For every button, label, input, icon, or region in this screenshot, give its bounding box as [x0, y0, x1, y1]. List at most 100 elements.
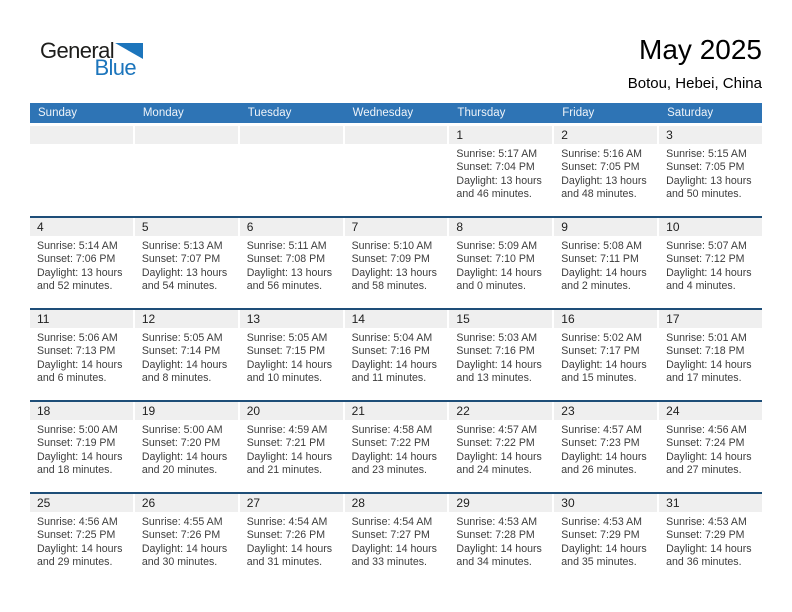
- sunset-text: Sunset: 7:16 PM: [456, 345, 535, 358]
- daylight-text-line2: and 15 minutes.: [561, 372, 637, 385]
- sunrise-text: Sunrise: 4:54 AM: [246, 516, 328, 528]
- sunset-text: Sunset: 7:29 PM: [561, 529, 640, 542]
- daylight-text-line1: Daylight: 14 hours: [561, 266, 647, 279]
- sunrise-text: Sunrise: 5:03 AM: [456, 332, 538, 344]
- sunset-text: Sunset: 7:09 PM: [351, 253, 430, 266]
- daylight-text-line2: and 35 minutes.: [561, 556, 637, 569]
- day-cell-30: 30 Sunrise: 4:53 AM Sunset: 7:29 PM Dayligh…: [554, 494, 658, 584]
- daylight-text-line1: Daylight: 14 hours: [246, 358, 333, 371]
- daylight-text-line2: and 10 minutes.: [246, 372, 323, 385]
- day-details: Sunrise: 4:58 AM Sunset: 7:22 PM Daylight:…: [345, 420, 448, 478]
- day-details: Sunrise: 4:56 AM Sunset: 7:25 PM Daylight:…: [30, 512, 133, 570]
- week-row: 11 Sunrise: 5:06 AM Sunset: 7:13 PM Dayligh…: [30, 308, 762, 400]
- sunset-text: Sunset: 7:05 PM: [561, 161, 640, 174]
- day-details: Sunrise: 4:59 AM Sunset: 7:21 PM Daylight:…: [240, 420, 343, 478]
- day-cell-8: 8 Sunrise: 5:09 AM Sunset: 7:10 PM Daylight…: [449, 218, 553, 308]
- day-header-tuesday: Tuesday: [247, 107, 292, 119]
- daylight-text-line1: Daylight: 14 hours: [141, 542, 228, 555]
- day-number: 8: [449, 218, 553, 236]
- daylight-text-line1: Daylight: 14 hours: [561, 450, 647, 463]
- daylight-text-line1: Daylight: 13 hours: [37, 266, 123, 279]
- week-row: 18 Sunrise: 5:00 AM Sunset: 7:19 PM Dayligh…: [30, 400, 762, 492]
- sunrise-text: Sunrise: 4:57 AM: [561, 424, 642, 436]
- day-details: Sunrise: 4:53 AM Sunset: 7:29 PM Daylight:…: [659, 512, 762, 570]
- day-details: Sunrise: 5:10 AM Sunset: 7:09 PM Daylight:…: [345, 236, 448, 294]
- daylight-text-line2: and 23 minutes.: [351, 464, 427, 477]
- calendar: Sunday Monday Tuesday Wednesday Thursday Frid…: [30, 103, 762, 584]
- sunrise-text: Sunrise: 5:09 AM: [456, 240, 538, 252]
- day-header-sunday: Sunday: [38, 107, 78, 119]
- daylight-text-line2: and 50 minutes.: [666, 188, 742, 201]
- daylight-text-line1: Daylight: 14 hours: [141, 450, 228, 463]
- sunrise-text: Sunrise: 5:05 AM: [141, 332, 223, 344]
- day-number: 5: [134, 218, 238, 236]
- daylight-text-line1: Daylight: 13 hours: [456, 174, 542, 187]
- day-details: Sunrise: 4:54 AM Sunset: 7:26 PM Daylight:…: [240, 512, 343, 570]
- day-header-friday: Friday: [562, 107, 595, 119]
- day-cell-1: 1 Sunrise: 5:17 AM Sunset: 7:04 PM Daylight…: [449, 126, 553, 216]
- calendar-weeks: 1 Sunrise: 5:17 AM Sunset: 7:04 PM Daylight…: [30, 126, 762, 584]
- sunrise-text: Sunrise: 4:54 AM: [351, 516, 433, 528]
- day-cell-28: 28 Sunrise: 4:54 AM Sunset: 7:27 PM Dayligh…: [344, 494, 448, 584]
- day-details: [345, 144, 448, 148]
- sunrise-text: Sunrise: 4:53 AM: [456, 516, 538, 528]
- day-cell-15: 15 Sunrise: 5:03 AM Sunset: 7:16 PM Dayligh…: [449, 310, 553, 400]
- daylight-text-line2: and 18 minutes.: [37, 464, 113, 477]
- daylight-text-line1: Daylight: 14 hours: [37, 542, 123, 555]
- daylight-text-line1: Daylight: 14 hours: [351, 542, 437, 555]
- day-cell-27: 27 Sunrise: 4:54 AM Sunset: 7:26 PM Dayligh…: [239, 494, 343, 584]
- daylight-text-line1: Daylight: 13 hours: [561, 174, 647, 187]
- sunset-text: Sunset: 7:13 PM: [37, 345, 116, 358]
- day-number: 6: [239, 218, 343, 236]
- day-details: Sunrise: 5:05 AM Sunset: 7:14 PM Daylight:…: [135, 328, 238, 386]
- logo-text-general: General: [40, 38, 115, 63]
- sunrise-text: Sunrise: 4:53 AM: [666, 516, 747, 528]
- day-cell-24: 24 Sunrise: 4:56 AM Sunset: 7:24 PM Dayligh…: [659, 402, 762, 492]
- day-number: 15: [449, 310, 553, 328]
- daylight-text-line2: and 13 minutes.: [456, 372, 532, 385]
- page-location: Botou, Hebei, China: [627, 75, 762, 92]
- daylight-text-line1: Daylight: 14 hours: [561, 542, 647, 555]
- day-details: Sunrise: 4:55 AM Sunset: 7:26 PM Daylight:…: [135, 512, 238, 570]
- sunrise-text: Sunrise: 5:02 AM: [561, 332, 642, 344]
- sunset-text: Sunset: 7:17 PM: [561, 345, 640, 358]
- daylight-text-line1: Daylight: 13 hours: [666, 174, 752, 187]
- sunset-text: Sunset: 7:28 PM: [456, 529, 535, 542]
- daylight-text-line2: and 52 minutes.: [37, 280, 113, 293]
- day-cell-5: 5 Sunrise: 5:13 AM Sunset: 7:07 PM Daylight…: [134, 218, 238, 308]
- daylight-text-line2: and 20 minutes.: [141, 464, 218, 477]
- empty-day-cell: [30, 126, 133, 216]
- day-cell-13: 13 Sunrise: 5:05 AM Sunset: 7:15 PM Dayligh…: [239, 310, 343, 400]
- day-details: Sunrise: 5:13 AM Sunset: 7:07 PM Daylight:…: [135, 236, 238, 294]
- daylight-text-line2: and 6 minutes.: [37, 372, 107, 385]
- empty-day-cell: [344, 126, 448, 216]
- daylight-text-line1: Daylight: 14 hours: [666, 266, 752, 279]
- sunset-text: Sunset: 7:10 PM: [456, 253, 535, 266]
- sunset-text: Sunset: 7:14 PM: [141, 345, 221, 358]
- sunset-text: Sunset: 7:19 PM: [37, 437, 116, 450]
- day-header-wednesday: Wednesday: [352, 107, 414, 119]
- day-number: [30, 126, 133, 144]
- sunset-text: Sunset: 7:08 PM: [246, 253, 326, 266]
- daylight-text-line1: Daylight: 14 hours: [666, 542, 752, 555]
- daylight-text-line1: Daylight: 14 hours: [456, 358, 542, 371]
- day-details: Sunrise: 5:11 AM Sunset: 7:08 PM Daylight:…: [240, 236, 343, 294]
- empty-day-cell: [134, 126, 238, 216]
- title-block: May 2025 Botou, Hebei, China: [627, 35, 762, 93]
- sunset-text: Sunset: 7:11 PM: [561, 253, 639, 266]
- sunset-text: Sunset: 7:18 PM: [666, 345, 745, 358]
- day-details: Sunrise: 5:05 AM Sunset: 7:15 PM Daylight:…: [240, 328, 343, 386]
- daylight-text-line2: and 48 minutes.: [561, 188, 637, 201]
- sunrise-text: Sunrise: 5:00 AM: [141, 424, 223, 436]
- day-number: 1: [449, 126, 553, 144]
- week-row: 4 Sunrise: 5:14 AM Sunset: 7:06 PM Daylight…: [30, 216, 762, 308]
- sunrise-text: Sunrise: 4:55 AM: [141, 516, 223, 528]
- day-details: Sunrise: 5:08 AM Sunset: 7:11 PM Daylight:…: [554, 236, 657, 294]
- daylight-text-line2: and 11 minutes.: [351, 372, 427, 385]
- daylight-text-line2: and 46 minutes.: [456, 188, 532, 201]
- sunrise-text: Sunrise: 5:14 AM: [37, 240, 118, 252]
- day-details: Sunrise: 4:53 AM Sunset: 7:28 PM Daylight:…: [449, 512, 552, 570]
- sunset-text: Sunset: 7:27 PM: [351, 529, 430, 542]
- daylight-text-line2: and 34 minutes.: [456, 556, 532, 569]
- day-cell-7: 7 Sunrise: 5:10 AM Sunset: 7:09 PM Daylight…: [344, 218, 448, 308]
